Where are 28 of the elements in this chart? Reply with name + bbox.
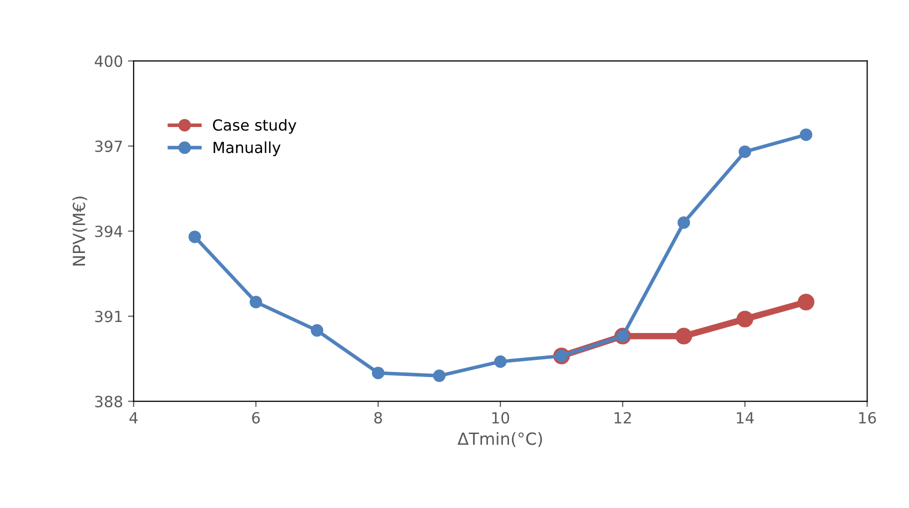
point [678, 216, 690, 229]
legend-label: Case study [213, 118, 296, 134]
point [372, 366, 384, 380]
x-tick-label: 10 [492, 412, 510, 424]
y-tick-label: 397 [95, 140, 122, 152]
point [310, 324, 324, 337]
point [188, 230, 202, 244]
point [798, 294, 814, 310]
point [494, 355, 507, 368]
y-axis-title: NPV(M€) [72, 196, 88, 266]
x-tick-label: 8 [374, 412, 382, 424]
x-tick-label: 4 [130, 412, 138, 424]
y-tick-label: 400 [94, 55, 122, 67]
x-tick-label: 6 [252, 412, 260, 424]
point [433, 370, 446, 382]
y-tick-label: 388 [95, 396, 122, 408]
point [736, 310, 754, 328]
point [800, 128, 812, 141]
x-tick-label: 14 [736, 412, 754, 424]
point [250, 296, 262, 308]
y-tick-label: 394 [95, 226, 122, 238]
y-tick-label: 391 [95, 310, 122, 322]
x-axis-title: ΔTmin(°C) [458, 432, 542, 447]
legend-label: Manually [214, 141, 281, 156]
point [738, 145, 752, 158]
x-tick-label: 12 [614, 412, 631, 424]
x-tick-label: 16 [859, 412, 876, 424]
point [675, 328, 692, 344]
